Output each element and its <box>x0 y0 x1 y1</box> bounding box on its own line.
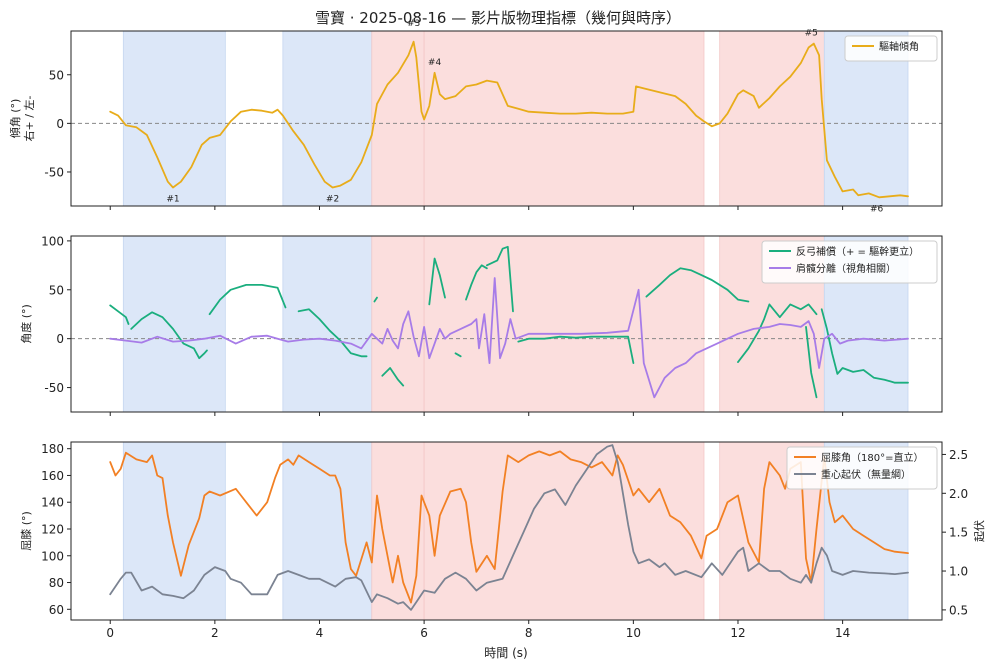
legend-label: 重心起伏（無量綱） <box>821 468 911 481</box>
peak-annotation: #5 <box>805 29 818 39</box>
chart-title: 雪寶 · 2025-08-16 — 影片版物理指標（幾何與時序） <box>315 9 681 27</box>
phase-region-blue <box>282 235 373 413</box>
x-tick-label: 8 <box>525 626 533 640</box>
series-line-counter-13 <box>820 308 909 384</box>
legend-box <box>786 446 938 490</box>
y-axis-label: 屈膝 (°) <box>20 511 33 551</box>
y-tick-label: 50 <box>49 68 64 82</box>
y-tick-label: -50 <box>44 381 64 395</box>
y-right-tick-label: 0.5 <box>949 603 968 617</box>
y-axis-label-right: 起伏 <box>972 520 986 542</box>
phase-region-blue <box>282 441 373 621</box>
series-line-counter-5 <box>381 367 405 387</box>
peak-annotation: #3 <box>407 19 420 29</box>
y-tick-label: -50 <box>44 165 64 179</box>
y-right-tick-label: 1.5 <box>949 526 968 540</box>
x-tick-label: 2 <box>211 626 219 640</box>
series-line-counter-2 <box>208 284 287 316</box>
legend-label: 驅軸傾角 <box>879 40 919 53</box>
legend-label: 反弓補償（+ = 驅幹更立） <box>796 245 919 258</box>
x-tick-label: 12 <box>730 626 745 640</box>
y-tick-label: 80 <box>49 576 64 590</box>
phase-region-red <box>371 30 425 207</box>
series-line-com-0 <box>109 444 909 611</box>
x-tick-label: 14 <box>835 626 850 640</box>
y-tick-label: 100 <box>41 234 64 248</box>
x-tick-label: 4 <box>316 626 324 640</box>
phase-region-blue <box>122 235 226 413</box>
legend-box <box>844 35 938 62</box>
y-axis-label: 傾角 (°) <box>8 99 22 139</box>
peak-annotation: #2 <box>326 195 339 205</box>
panel-frame <box>70 441 943 621</box>
series-line-shoulder-0 <box>109 277 909 399</box>
series-line-counter-3 <box>297 308 368 358</box>
series-line-counter-14 <box>805 326 818 399</box>
y-tick-label: 60 <box>49 603 64 617</box>
y-axis-label: 角度 (°) <box>19 304 33 344</box>
y-tick-label: 140 <box>41 496 64 510</box>
y-tick-label: 50 <box>49 283 64 297</box>
phase-region-red <box>423 30 705 207</box>
y-tick-label: 160 <box>41 469 64 483</box>
phase-region-red <box>423 235 705 413</box>
series-line-counter-10 <box>517 335 635 364</box>
phase-region-red <box>423 441 705 621</box>
panel-frame <box>70 30 943 207</box>
phase-region-red <box>371 235 425 413</box>
x-tick-label: 6 <box>420 626 428 640</box>
legend: 驅軸傾角 <box>844 35 938 62</box>
series-line-counter-11 <box>645 267 750 303</box>
legend: 屈膝角（180°=直立） 重心起伏（無量綱） <box>786 446 938 490</box>
peak-annotation: #6 <box>870 204 884 214</box>
y-tick-label: 0 <box>56 117 64 131</box>
x-axis-label: 時間 (s) <box>484 646 527 660</box>
panel-frame <box>70 235 943 413</box>
phase-region-blue <box>282 30 373 207</box>
series-line-counter-4 <box>373 296 378 303</box>
phase-region-blue <box>122 30 226 207</box>
series-line-counter-1 <box>130 311 208 360</box>
plot-area <box>109 245 909 399</box>
y-axis-label-2: 右+ / 左- <box>22 96 36 142</box>
phase-region-red <box>371 441 425 621</box>
series-line-counter-8 <box>465 264 488 301</box>
series-line-knee-0 <box>109 450 909 604</box>
y-tick-label: 100 <box>41 549 64 563</box>
x-tick-label: 10 <box>626 626 641 640</box>
series-line-counter-12 <box>737 303 818 363</box>
plot-area <box>109 444 909 611</box>
legend-label: 肩髖分離（視角相關） <box>796 262 896 275</box>
panel-lean: 50 0 -50 傾角 (°) 右+ / 左- #1 #2 #3 #4 #5 #6 驅軸傾角 <box>8 19 943 214</box>
panel-angles: 100 50 0 -50 角度 (°) 反弓補償（+ = 驅幹更立） 肩髖分離（視角相關） <box>19 234 943 416</box>
y-tick-label: 120 <box>41 522 64 536</box>
y-right-tick-label: 2.0 <box>949 487 968 501</box>
phase-region-red <box>719 30 825 207</box>
series-line-counter-7 <box>454 352 462 358</box>
y-tick-label: 180 <box>41 442 64 456</box>
series-line-counter-0 <box>109 304 130 325</box>
x-tick-label: 0 <box>106 626 114 640</box>
legend: 反弓補償（+ = 驅幹更立） 肩髖分離（視角相關） <box>761 240 938 284</box>
plot-area <box>109 40 909 199</box>
y-right-tick-label: 1.0 <box>949 565 968 579</box>
series-line-counter-9 <box>486 245 514 313</box>
legend-box <box>761 240 938 284</box>
y-right-tick-label: 2.5 <box>949 448 968 462</box>
peak-annotation: #1 <box>166 195 179 205</box>
legend-label: 屈膝角（180°=直立） <box>821 451 923 464</box>
series-line-lean-0 <box>109 40 909 199</box>
phase-region-blue <box>122 441 226 621</box>
peak-annotation: #4 <box>428 58 442 68</box>
series-line-counter-6 <box>428 257 446 306</box>
y-tick-label: 0 <box>56 332 64 346</box>
panel-knee: 180 160 140 120 100 80 60 0.5 1.0 1.5 2.0 2.5 0 2 4 6 8 1… <box>20 441 986 640</box>
